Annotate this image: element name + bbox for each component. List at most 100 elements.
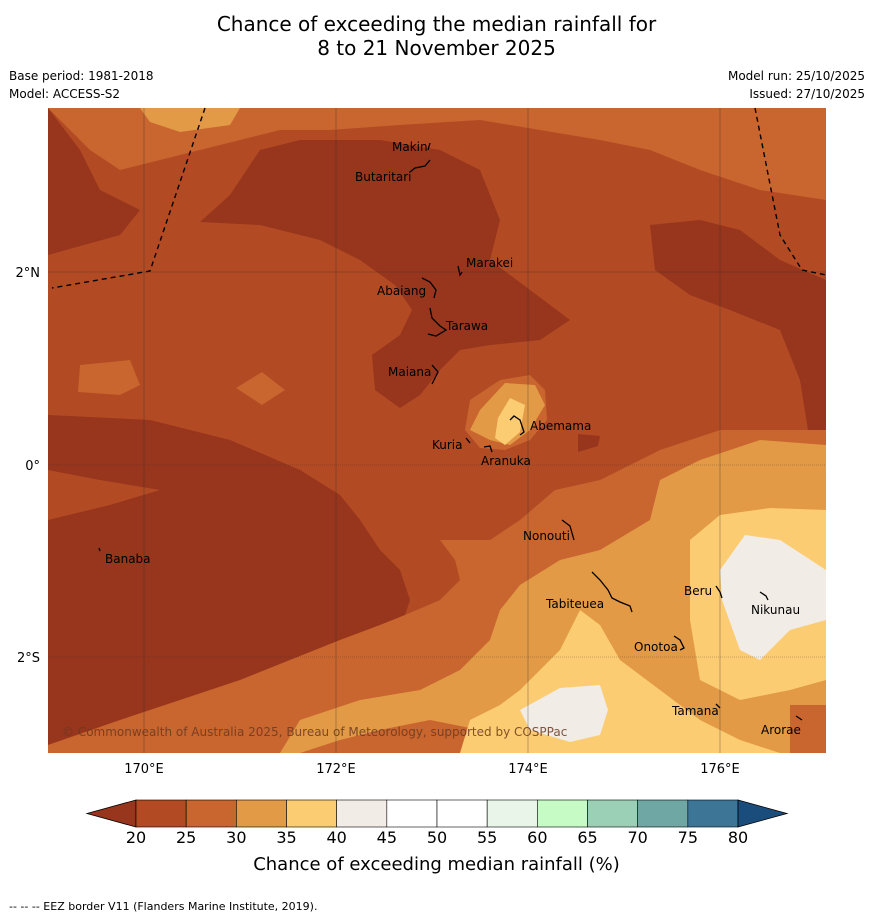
colorbar-segment-75-80 — [687, 799, 739, 828]
meta-right: Model run: 25/10/2025 Issued: 27/10/2025 — [728, 67, 865, 103]
colorbar-segment-70-75 — [637, 799, 689, 828]
band-45-50-south — [520, 685, 608, 742]
patch-dark-small — [578, 434, 600, 452]
longitude-labels: 170°E 172°E 174°E 176°E — [124, 762, 740, 777]
label-kuria: Kuria — [432, 438, 463, 452]
label-tabiteuea: Tabiteuea — [545, 597, 604, 611]
label-beru: Beru — [684, 584, 712, 598]
island-kuria — [465, 437, 471, 444]
island-marakei — [457, 265, 463, 277]
eez-border — [51, 107, 827, 289]
label-arorae: Arorae — [761, 723, 801, 737]
graticule — [48, 108, 826, 753]
colorbar-tick-60: 60 — [527, 828, 548, 847]
place-labels: Makin Butaritari Marakei Abaiang Tarawa … — [105, 140, 801, 737]
colorbar-segment-65-70 — [587, 799, 638, 828]
island-nikunau — [759, 591, 769, 601]
colorbar-tick-80: 80 — [727, 828, 749, 847]
title-line-2: 8 to 21 November 2025 — [317, 36, 556, 60]
band-45-50-east — [720, 535, 826, 660]
colorbar-tick-55: 55 — [476, 828, 498, 847]
island-abemama — [509, 415, 525, 436]
lat-label-0: 0° — [25, 459, 40, 474]
label-abemama: Abemama — [530, 419, 591, 433]
island-nonouti — [561, 519, 575, 541]
label-onotoa: Onotoa — [634, 640, 678, 654]
band-20-25-east — [650, 220, 826, 445]
label-makin: Makin — [392, 140, 428, 154]
colorbar — [85, 799, 789, 828]
island-tabiteuea — [591, 571, 633, 613]
label-butaritari: Butaritari — [355, 170, 412, 184]
island-onotoa — [673, 635, 685, 651]
colorbar-tick-45: 45 — [376, 828, 398, 847]
colorbar-segment-20-25 — [135, 799, 187, 828]
band-20-25-southwest — [48, 415, 410, 745]
label-nonouti: Nonouti — [523, 529, 570, 543]
map-field — [48, 108, 826, 753]
band-25-30-west-wedge — [48, 470, 160, 520]
colorbar-tick-25: 25 — [175, 828, 197, 847]
latitude-labels: 2°N 0° 2°S — [16, 266, 41, 666]
colorbar-tick-20: 20 — [125, 828, 147, 847]
map-title: Chance of exceeding the median rainfall … — [0, 12, 873, 60]
colorbar-tick-40: 40 — [326, 828, 347, 847]
band-20-25-north — [200, 140, 570, 408]
band-35-40-top — [140, 108, 240, 132]
island-abaiang — [421, 277, 437, 299]
label-aranuka: Aranuka — [481, 454, 531, 468]
band-30-35-top — [48, 108, 826, 200]
colorbar-segment-55-60 — [486, 799, 538, 828]
colorbar-under-arrow — [85, 799, 137, 828]
islands — [98, 142, 803, 721]
meta-left: Base period: 1981-2018 Model: ACCESS-S2 — [9, 67, 154, 103]
island-beru — [715, 585, 723, 599]
lat-label-2n: 2°N — [16, 266, 41, 281]
lon-label-172: 172°E — [316, 762, 356, 777]
colorbar-segment-35-40 — [286, 799, 337, 828]
patch-mid — [236, 372, 285, 405]
colorbar-tick-35: 35 — [276, 828, 297, 847]
label-marakei: Marakei — [466, 256, 513, 270]
island-aranuka — [483, 445, 493, 453]
colorbar-segment-30-35 — [236, 799, 287, 828]
lon-label-174: 174°E — [508, 762, 548, 777]
band-30-35-corner — [790, 705, 826, 753]
colorbar-tick-65: 65 — [577, 828, 598, 847]
colorbar-tick-50: 50 — [426, 828, 448, 847]
model-text: Model: ACCESS-S2 — [9, 87, 121, 101]
island-makin — [427, 142, 431, 151]
label-abaiang: Abaiang — [377, 284, 426, 298]
island-tamana — [715, 703, 721, 709]
model-run-text: Model run: 25/10/2025 — [727, 69, 865, 83]
colorbar-tick-30: 30 — [226, 828, 247, 847]
island-banaba — [98, 547, 101, 552]
colorbar-segment-40-45 — [336, 799, 388, 828]
island-tarawa — [427, 307, 448, 337]
colorbar-segment-45-50 — [386, 799, 438, 828]
colorbar-segment-60-65 — [537, 799, 588, 828]
base-period-text: Base period: 1981-2018 — [9, 69, 154, 83]
band-20-25-nw — [48, 108, 140, 255]
band-40-45-center — [495, 398, 525, 445]
island-maiana — [431, 364, 439, 385]
colorbar-title: Chance of exceeding median rainfall (%) — [253, 854, 620, 875]
patch-west — [78, 360, 140, 395]
label-tamana: Tamana — [671, 704, 719, 718]
colorbar-segment-50-55 — [436, 799, 488, 828]
colorbar-over-arrow — [737, 799, 789, 828]
island-butaritari — [409, 159, 431, 173]
lat-label-2s: 2°S — [17, 651, 40, 666]
lon-label-176: 176°E — [700, 762, 740, 777]
colorbar-tick-70: 70 — [627, 828, 648, 847]
title-line-1: Chance of exceeding the median rainfall … — [216, 12, 657, 36]
band-35-40-southeast — [280, 440, 826, 753]
issued-text: Issued: 27/10/2025 — [749, 87, 865, 101]
colorbar-segment-25-30 — [185, 799, 237, 828]
label-tarawa: Tarawa — [445, 319, 488, 333]
lon-label-170: 170°E — [124, 762, 164, 777]
label-maiana: Maiana — [388, 365, 431, 379]
colorbar-tick-75: 75 — [677, 828, 699, 847]
copyright-text: © Commonwealth of Australia 2025, Bureau… — [62, 725, 567, 739]
